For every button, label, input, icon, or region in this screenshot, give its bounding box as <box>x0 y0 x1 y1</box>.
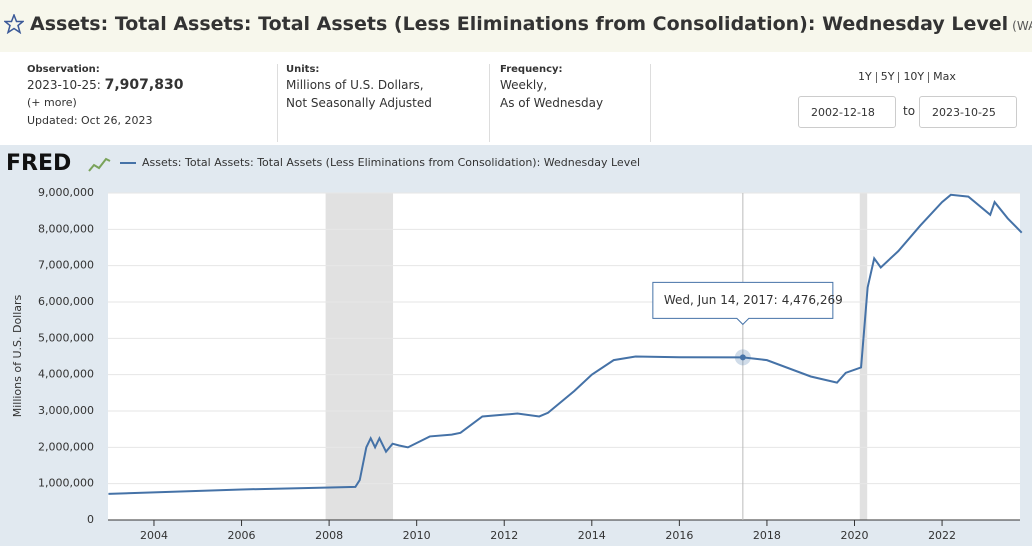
x-tick-label: 2012 <box>490 529 518 542</box>
x-tick-label: 2006 <box>228 529 256 542</box>
tooltip-label: Wed, Jun 14, 2017: <box>664 293 778 307</box>
recession-band <box>325 193 394 520</box>
x-tick-label: 2014 <box>578 529 606 542</box>
x-tick-label: 2004 <box>140 529 168 542</box>
y-tick-label: 8,000,000 <box>38 222 94 235</box>
x-tick-label: 2008 <box>315 529 343 542</box>
frequency-label: Frequency: <box>500 64 563 75</box>
range-link[interactable]: 10Y <box>903 70 925 83</box>
to-label: to <box>903 104 916 118</box>
observation: Observation: 2023-10-25: 7,907,830 (+ mo… <box>27 64 183 130</box>
x-tick-label: 2016 <box>665 529 693 542</box>
tooltip-box <box>652 281 834 326</box>
chart: FRED Millions of U.S. Dollars 0 1,000,000… <box>0 145 1032 546</box>
range-links: 1Y 5Y 10Y Max <box>858 70 956 83</box>
more-link[interactable]: (+ more) <box>27 96 77 109</box>
units-line: Not Seasonally Adjusted <box>286 96 432 110</box>
start-date[interactable]: 2002-12-18 <box>798 96 896 128</box>
title: Assets: Total Assets: Total Assets (Less… <box>30 13 1032 35</box>
x-tick-label: 2022 <box>928 529 956 542</box>
recession-band <box>859 193 868 520</box>
logo-icon <box>88 157 111 172</box>
range-link[interactable]: 5Y <box>880 70 895 83</box>
title-text: Assets: Total Assets: Total Assets (Less… <box>30 13 1009 35</box>
logo: FRED <box>6 151 71 176</box>
y-tick-label: 1,000,000 <box>38 477 94 490</box>
separator <box>928 71 930 83</box>
y-tick-label: 5,000,000 <box>38 331 94 344</box>
units-label: Units: <box>286 64 320 75</box>
units: Units: Millions of U.S. Dollars, Not Sea… <box>286 64 432 112</box>
tooltip-value: 4,476,269 <box>782 293 843 307</box>
observation-date: 2023-10-25: <box>27 78 101 92</box>
frequency: Frequency: Weekly, As of Wednesday <box>500 64 603 112</box>
range-link[interactable]: 1Y <box>858 70 872 83</box>
y-tick-label: 3,000,000 <box>38 404 94 417</box>
y-tick-label: 4,000,000 <box>38 368 94 381</box>
x-tick-label: 2010 <box>403 529 431 542</box>
y-tick-label: 0 <box>87 513 94 526</box>
separator <box>489 64 490 142</box>
updated: Updated: Oct 26, 2023 <box>27 114 153 127</box>
plot-area <box>108 193 1020 520</box>
favorite-star[interactable] <box>4 14 24 34</box>
y-tick-label: 9,000,000 <box>38 186 94 199</box>
observation-label: Observation: <box>27 64 100 75</box>
observation-value: 7,907,830 <box>104 77 184 93</box>
highlight-dot <box>739 354 746 361</box>
y-tick-label: 7,000,000 <box>38 259 94 272</box>
x-tick-label: 2018 <box>753 529 781 542</box>
range-link[interactable]: Max <box>933 70 956 83</box>
y-axis-label: Millions of U.S. Dollars <box>11 294 24 417</box>
separator <box>898 71 900 83</box>
legend-label: Assets: Total Assets: Total Assets (Less… <box>142 156 640 169</box>
y-tick-label: 6,000,000 <box>38 295 94 308</box>
separator <box>277 64 278 142</box>
y-tick-label: 2,000,000 <box>38 440 94 453</box>
series-id: (WALCL) <box>1012 19 1032 33</box>
separator <box>650 64 651 142</box>
end-date[interactable]: 2023-10-25 <box>919 96 1017 128</box>
frequency-line: Weekly, <box>500 78 548 92</box>
series-line <box>108 193 1023 495</box>
frequency-line: As of Wednesday <box>500 96 604 110</box>
header: Assets: Total Assets: Total Assets (Less… <box>0 0 1032 52</box>
units-line: Millions of U.S. Dollars, <box>286 78 424 92</box>
x-tick-label: 2020 <box>841 529 869 542</box>
separator <box>875 71 877 83</box>
